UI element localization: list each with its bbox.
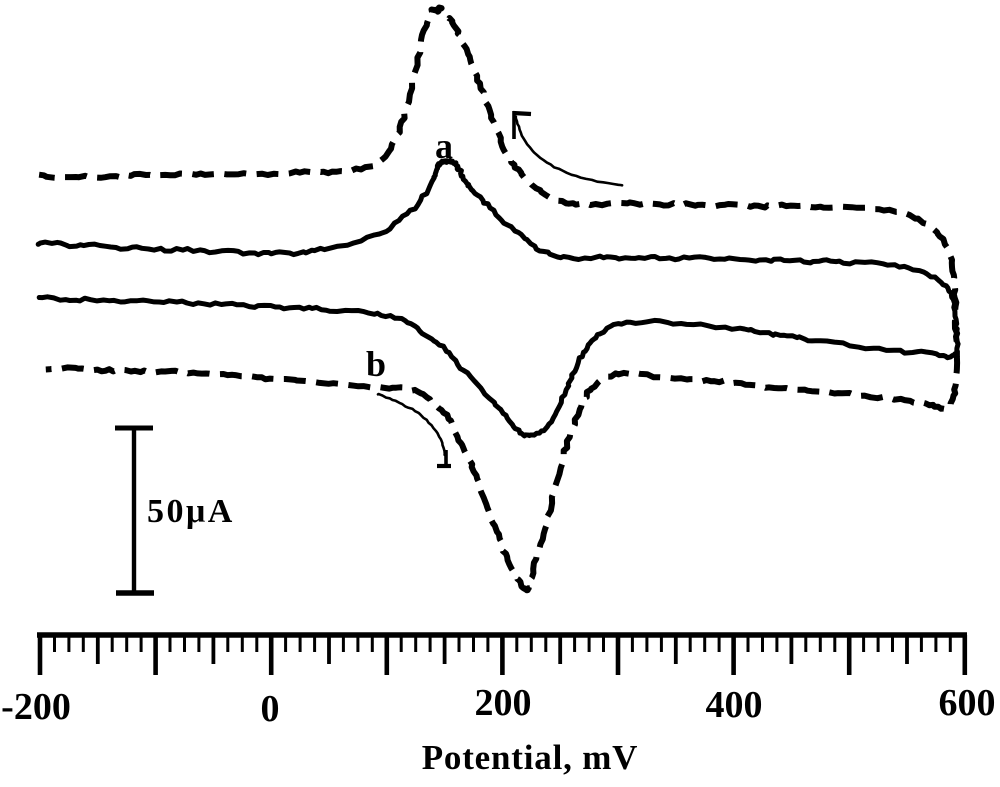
svg-text:200: 200: [475, 682, 532, 724]
svg-text:400: 400: [706, 684, 763, 726]
svg-text:-200: -200: [1, 686, 71, 728]
svg-text:Potential, mV: Potential, mV: [422, 738, 638, 777]
svg-text:600: 600: [939, 682, 996, 724]
svg-text:a: a: [435, 126, 453, 166]
svg-text:b: b: [366, 344, 386, 384]
svg-text:50μA: 50μA: [147, 493, 235, 530]
svg-text:0: 0: [261, 688, 280, 730]
